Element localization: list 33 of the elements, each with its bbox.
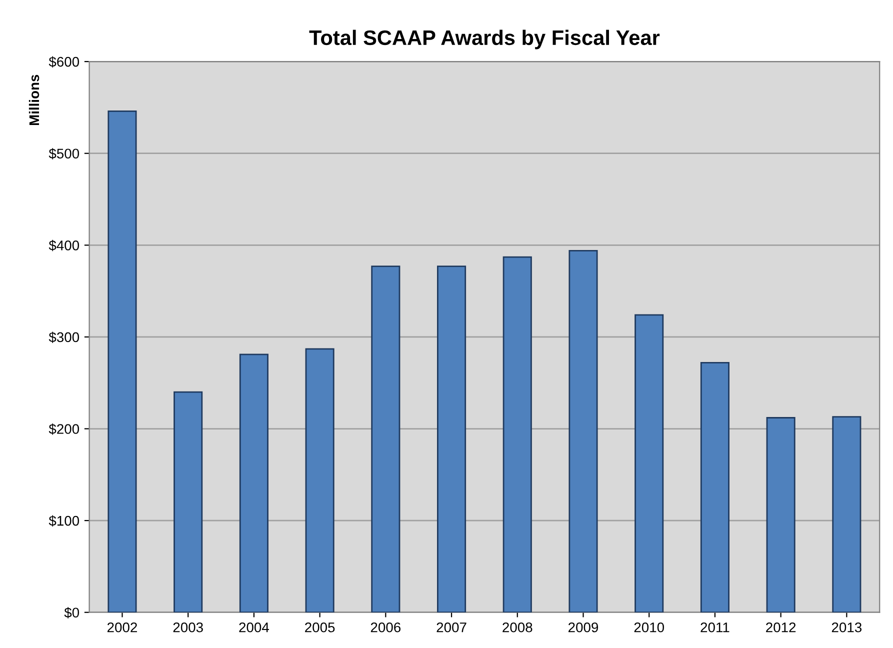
bar: [371, 266, 400, 612]
y-tick-label: $100: [48, 515, 80, 527]
bar: [634, 314, 664, 612]
y-tick-label: $200: [48, 424, 80, 435]
bar: [766, 417, 796, 612]
x-tick-label: 2008: [502, 622, 532, 632]
bar: [568, 250, 598, 612]
x-tick-label: 2009: [568, 622, 598, 632]
bar: [502, 256, 532, 612]
chart-title: Total SCAAP Awards by Fiscal Year: [309, 30, 660, 50]
y-axis-title: Millions: [28, 74, 40, 126]
y-tick-label: $0: [64, 607, 80, 618]
x-tick-label: 2003: [173, 622, 203, 632]
y-tick-label: $500: [48, 148, 80, 160]
bar: [305, 348, 334, 612]
x-tick-label: 2002: [107, 622, 137, 632]
bar: [174, 391, 203, 612]
bar: [832, 416, 862, 612]
x-tick-label: 2011: [700, 622, 730, 632]
bar: [700, 362, 730, 612]
y-tick-label: $400: [48, 240, 80, 252]
x-tick-label: 2006: [370, 622, 401, 632]
bar: [437, 266, 466, 612]
x-tick-label: 2010: [634, 622, 664, 632]
x-tick-label: 2013: [832, 622, 862, 632]
x-tick-label: 2004: [239, 622, 269, 632]
y-tick-label: $600: [48, 56, 80, 68]
x-tick-label: 2007: [436, 622, 466, 632]
y-tick-label: $300: [48, 332, 80, 343]
x-tick-label: 2012: [766, 622, 796, 632]
bar: [108, 110, 137, 612]
x-tick-label: 2005: [305, 622, 335, 632]
bar: [239, 354, 268, 612]
